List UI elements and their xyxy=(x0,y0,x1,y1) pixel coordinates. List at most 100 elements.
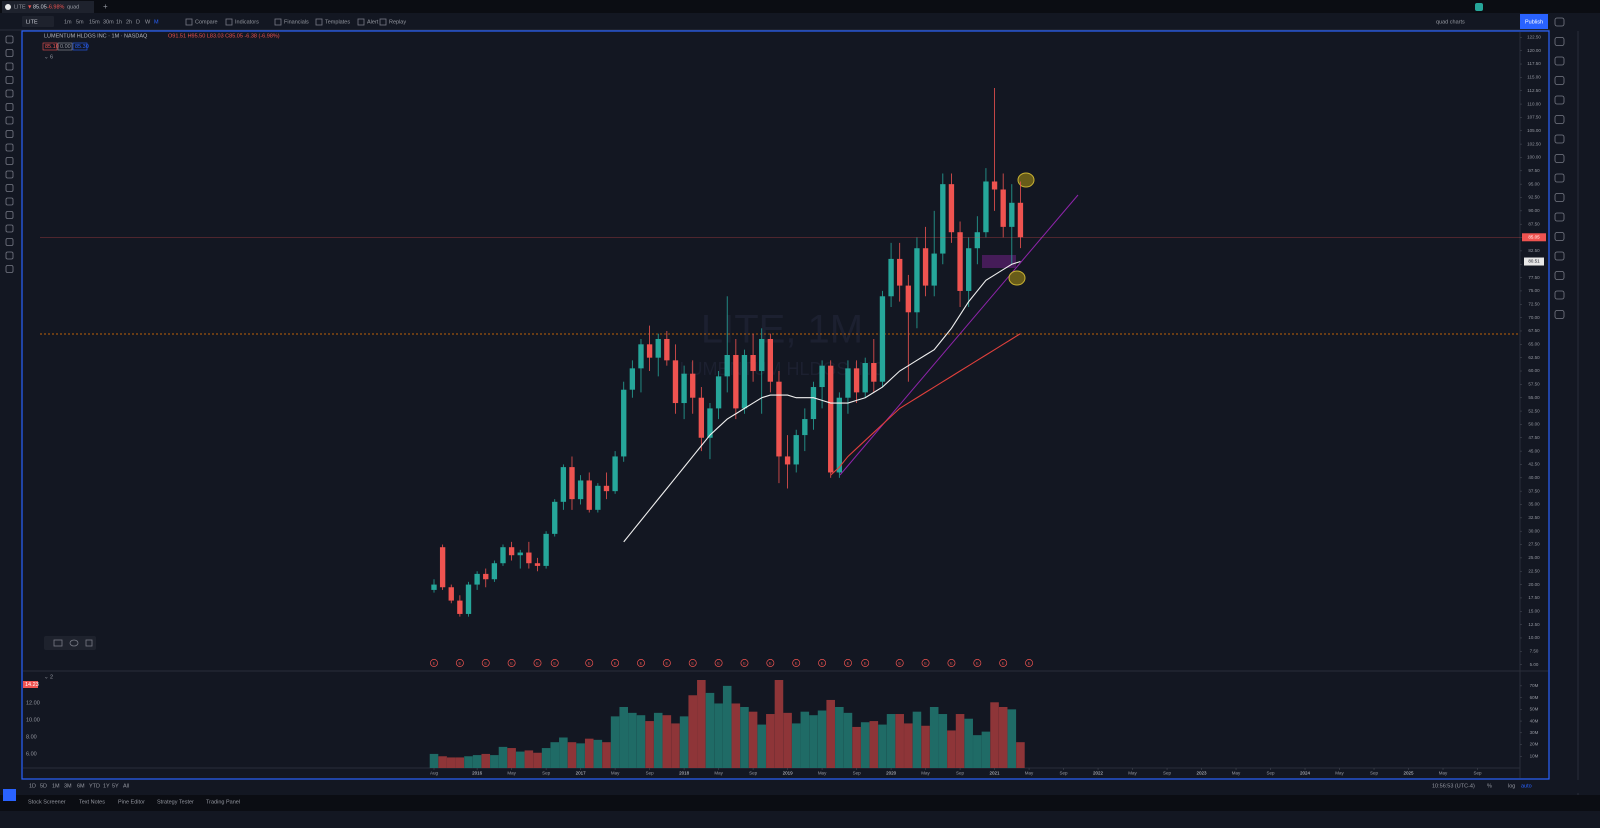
sidebar-icon[interactable] xyxy=(1554,56,1565,66)
range-button[interactable]: 1M xyxy=(52,783,60,789)
tool-icon[interactable] xyxy=(5,130,14,138)
sidebar-icon[interactable] xyxy=(1554,290,1565,300)
sidebar-icon[interactable] xyxy=(1554,115,1565,124)
new-tab[interactable]: + xyxy=(103,2,108,11)
range-button[interactable]: 5Y xyxy=(112,783,119,789)
earnings-marker[interactable] xyxy=(585,659,594,667)
earnings-marker[interactable] xyxy=(999,659,1008,667)
earnings-marker[interactable] xyxy=(611,659,620,667)
earnings-marker[interactable] xyxy=(973,659,982,667)
range-button[interactable]: 6M xyxy=(77,783,85,789)
earnings-marker[interactable] xyxy=(844,659,852,667)
range-button[interactable]: All xyxy=(123,783,129,789)
earnings-marker[interactable] xyxy=(481,659,490,667)
interval-button[interactable]: W xyxy=(145,19,151,25)
sidebar-icon[interactable] xyxy=(1554,134,1565,144)
symbol-search[interactable] xyxy=(22,16,54,27)
earnings-marker[interactable] xyxy=(947,659,956,667)
ellipse-drawing[interactable] xyxy=(1008,270,1026,286)
pane-tool[interactable] xyxy=(85,639,93,647)
tool-icon[interactable] xyxy=(5,89,14,98)
trend-line[interactable] xyxy=(839,194,1079,476)
tool-icon[interactable] xyxy=(5,49,14,57)
tool-icon[interactable] xyxy=(5,211,14,219)
earnings-marker[interactable] xyxy=(818,659,827,667)
interval-button[interactable]: D xyxy=(136,19,140,25)
sidebar-icon[interactable] xyxy=(1554,193,1565,202)
tool-icon[interactable] xyxy=(5,265,14,273)
tool-icon[interactable] xyxy=(5,224,14,233)
bottom-tab[interactable]: Strategy Tester xyxy=(157,799,194,805)
earnings-marker[interactable] xyxy=(766,659,775,667)
toolbar-button[interactable]: Replay xyxy=(389,19,406,25)
range-button[interactable]: 3M xyxy=(64,783,72,789)
earnings-marker[interactable] xyxy=(550,659,559,667)
earnings-marker[interactable] xyxy=(714,659,723,667)
volume-collapse[interactable]: ⌄ xyxy=(44,674,49,680)
rectangle-drawing[interactable] xyxy=(982,255,1016,268)
tool-icon[interactable] xyxy=(5,184,14,192)
range-button[interactable]: 1Y xyxy=(103,783,110,789)
sidebar-icon[interactable] xyxy=(1554,212,1565,222)
interval-button[interactable]: M xyxy=(154,19,159,25)
tool-icon[interactable] xyxy=(5,35,14,44)
layout-name[interactable]: quad charts xyxy=(1436,19,1465,25)
sidebar-icon[interactable] xyxy=(1554,76,1565,85)
earnings-marker[interactable] xyxy=(688,659,697,667)
earnings-marker[interactable] xyxy=(895,659,904,667)
tool-icon[interactable] xyxy=(5,116,14,125)
tool-icon[interactable] xyxy=(5,143,14,152)
range-button[interactable]: 1D xyxy=(29,783,36,789)
scale-mode[interactable]: % xyxy=(1487,783,1492,789)
earnings-marker[interactable] xyxy=(662,659,671,667)
earnings-marker[interactable] xyxy=(740,659,749,667)
sidebar-icon[interactable] xyxy=(1554,37,1565,46)
tool-icon[interactable] xyxy=(5,251,14,260)
interval-button[interactable]: 2h xyxy=(126,19,132,25)
interval-button[interactable]: 1h xyxy=(116,19,122,25)
toolbar-button[interactable]: Financials xyxy=(284,19,309,25)
tool-icon[interactable] xyxy=(5,157,14,165)
tool-icon[interactable] xyxy=(5,103,14,111)
tool-icon[interactable] xyxy=(5,238,14,246)
interval-button[interactable]: 30m xyxy=(103,19,114,25)
earnings-marker[interactable] xyxy=(533,659,542,667)
earnings-marker[interactable] xyxy=(921,659,930,667)
bottom-tab[interactable]: Text Notes xyxy=(79,799,105,805)
account-icon[interactable] xyxy=(1475,3,1483,11)
scale-mode[interactable]: log xyxy=(1508,783,1515,789)
sidebar-icon[interactable] xyxy=(1554,232,1565,241)
ellipse-drawing[interactable] xyxy=(1017,172,1035,188)
toolbar-button[interactable]: Alert xyxy=(367,19,379,25)
earnings-marker[interactable] xyxy=(637,659,645,667)
legend-collapse[interactable]: ⌄ xyxy=(44,54,49,60)
panel-toggle[interactable] xyxy=(3,789,16,801)
earnings-marker[interactable] xyxy=(792,659,801,667)
sidebar-icon[interactable] xyxy=(1554,310,1565,319)
earnings-marker[interactable] xyxy=(861,659,870,667)
bottom-tab[interactable]: Pine Editor xyxy=(118,799,145,805)
earnings-marker[interactable] xyxy=(430,659,438,667)
tool-icon[interactable] xyxy=(5,197,14,206)
range-button[interactable]: YTD xyxy=(89,783,100,789)
earnings-marker[interactable] xyxy=(507,659,516,667)
interval-button[interactable]: 15m xyxy=(89,19,100,25)
scale-mode[interactable]: auto xyxy=(1521,783,1532,789)
interval-button[interactable]: 1m xyxy=(64,19,72,25)
pane-tool[interactable] xyxy=(69,639,79,647)
earnings-marker[interactable] xyxy=(1025,659,1034,667)
sidebar-icon[interactable] xyxy=(1554,154,1565,163)
sidebar-icon[interactable] xyxy=(1554,173,1565,183)
toolbar-button[interactable]: Compare xyxy=(195,19,218,25)
bottom-tab[interactable]: Trading Panel xyxy=(206,799,240,805)
earnings-marker[interactable] xyxy=(455,659,464,667)
tab[interactable] xyxy=(2,1,94,13)
publish-button[interactable] xyxy=(1520,14,1548,29)
tool-icon[interactable] xyxy=(5,170,14,179)
toolbar-button[interactable]: Templates xyxy=(325,19,350,25)
sidebar-icon[interactable] xyxy=(1554,17,1565,27)
bottom-tab[interactable]: Stock Screener xyxy=(28,799,66,805)
sidebar-icon[interactable] xyxy=(1554,95,1565,105)
tool-icon[interactable] xyxy=(5,76,14,84)
sidebar-icon[interactable] xyxy=(1554,251,1565,261)
